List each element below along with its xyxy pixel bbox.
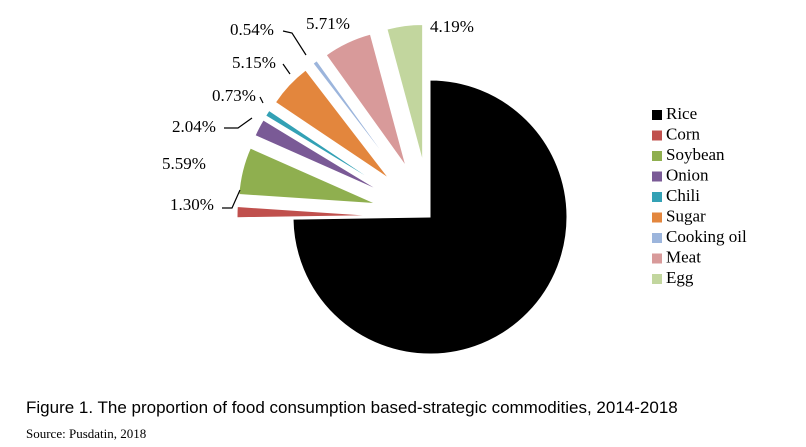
data-label-soybean: 5.59% bbox=[162, 154, 206, 173]
legend-label-egg: Egg bbox=[666, 268, 694, 287]
leader-line-cooking-oil bbox=[282, 30, 307, 56]
legend-label-corn: Corn bbox=[666, 124, 701, 143]
legend-swatch-corn bbox=[652, 130, 662, 141]
legend-swatch-meat bbox=[652, 253, 662, 264]
figure-caption: Figure 1. The proportion of food consump… bbox=[26, 398, 678, 417]
data-label-chili: 0.73% bbox=[212, 86, 256, 105]
data-label-egg: 4.19% bbox=[430, 17, 474, 36]
pie-slices bbox=[236, 23, 568, 355]
legend-label-soybean: Soybean bbox=[666, 145, 725, 164]
slice-labels: 74.76% 1.30% 5.59% 2.04% 0.73% 5.15% 0.54% 5.71… bbox=[162, 14, 498, 254]
leader-line-sugar bbox=[282, 63, 291, 75]
slice-soybean bbox=[238, 147, 376, 205]
legend-label-onion: Onion bbox=[666, 165, 709, 184]
leader-line-onion bbox=[224, 117, 253, 129]
data-label-sugar: 5.15% bbox=[232, 53, 276, 72]
legend-swatch-soybean bbox=[652, 151, 662, 161]
slice-onion bbox=[254, 119, 381, 192]
slice-egg bbox=[386, 23, 424, 162]
data-label-onion: 2.04% bbox=[172, 117, 216, 136]
legend-swatch-rice bbox=[652, 110, 662, 120]
legend-swatch-egg bbox=[652, 274, 662, 284]
legend-swatch-cooking-oil bbox=[652, 233, 662, 243]
slice-rice bbox=[292, 79, 568, 355]
legend-swatch-onion bbox=[652, 171, 662, 182]
legend-label-meat: Meat bbox=[666, 247, 701, 266]
leader-line-corn bbox=[222, 189, 241, 209]
data-label-rice: 74.76% bbox=[446, 235, 498, 254]
slice-sugar bbox=[274, 69, 390, 180]
slice-cooking-oil bbox=[312, 60, 398, 173]
data-label-corn: 1.30% bbox=[170, 195, 214, 214]
leader-lines bbox=[222, 30, 307, 209]
slice-meat bbox=[325, 33, 407, 167]
legend-label-chili: Chili bbox=[666, 186, 700, 205]
slice-corn bbox=[236, 206, 375, 219]
data-label-cooking-oil: 0.54% bbox=[230, 20, 274, 39]
figure-source: Source: Pusdatin, 2018 bbox=[26, 426, 147, 441]
legend-label-sugar: Sugar bbox=[666, 206, 706, 225]
legend-swatch-chili bbox=[652, 192, 662, 202]
data-label-meat: 5.71% bbox=[306, 14, 350, 33]
slice-chili bbox=[265, 109, 384, 188]
legend-label-cooking-oil: Cooking oil bbox=[666, 227, 747, 246]
leader-line-chili bbox=[259, 96, 264, 104]
legend-label-rice: Rice bbox=[666, 104, 697, 123]
legend-swatch-sugar bbox=[652, 212, 662, 223]
